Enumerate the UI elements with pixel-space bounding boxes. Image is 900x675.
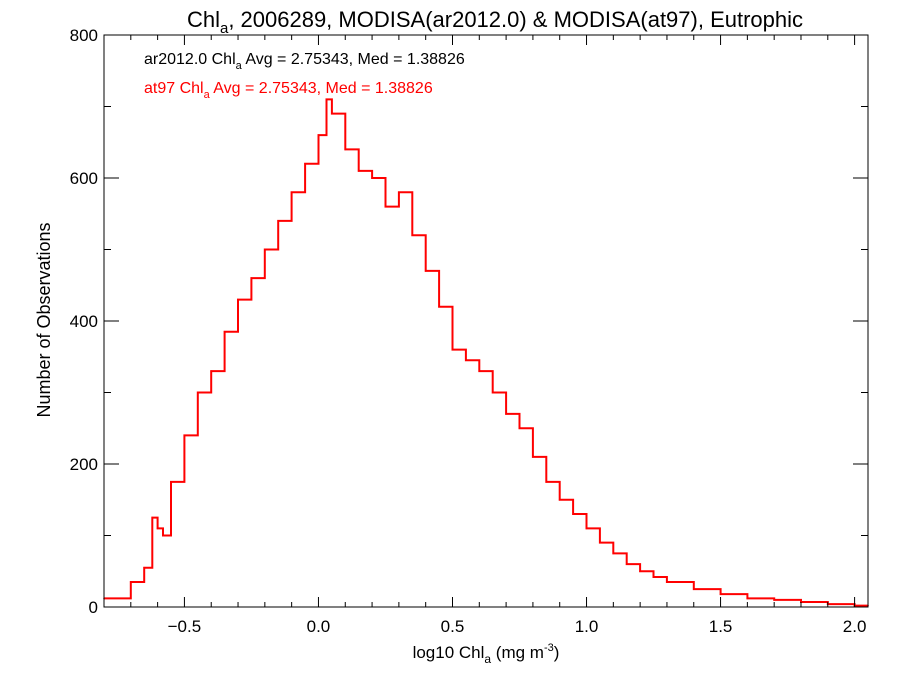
y-tick-label: 0 — [89, 598, 98, 617]
histogram-bin-point — [746, 597, 749, 600]
histogram-bin-point — [250, 277, 253, 279]
histogram-bin-point — [264, 248, 266, 251]
x-tick-label: −0.5 — [168, 617, 202, 636]
x-tick-label: 1.5 — [709, 617, 733, 636]
histogram-bin-point — [451, 348, 454, 351]
histogram-bin-point — [532, 456, 534, 458]
histogram-bin-point — [719, 593, 722, 595]
histogram-bin-point — [465, 359, 467, 362]
x-axis-label: log10 Chla (mg m-3) — [413, 642, 560, 666]
histogram-bin-point — [317, 134, 320, 136]
histogram-bin-point — [693, 588, 695, 590]
histogram-bin-point — [151, 516, 154, 519]
stats-annotation: ar2012.0 Chla Avg = 2.75343, Med = 1.388… — [144, 51, 465, 72]
annotation-group: ar2012.0 Chla Avg = 2.75343, Med = 1.388… — [144, 51, 465, 101]
histogram-bin-point — [197, 391, 199, 394]
histogram-bin-point — [170, 481, 172, 483]
histogram-bin-point — [625, 563, 628, 565]
histogram-bin-point — [357, 170, 360, 172]
x-axis-label-sub: a — [484, 652, 491, 666]
histogram-bin-point — [545, 481, 548, 483]
histogram-bin-point — [518, 427, 521, 430]
histogram-bin-point — [411, 234, 414, 236]
histogram-bin-point — [773, 599, 775, 601]
histogram-bin-point — [325, 98, 328, 101]
histogram-bin-point — [344, 148, 347, 151]
series-layer — [103, 98, 869, 607]
histogram-bin-point — [612, 552, 615, 555]
histogram-bin-point — [290, 191, 293, 194]
y-axis-label: Number of Observations — [34, 222, 54, 417]
stats-annotation: at97 Chla Avg = 2.75343, Med = 1.38826 — [144, 80, 433, 101]
chart-title: Chla, 2006289, MODISA(ar2012.0) & MODISA… — [187, 7, 803, 37]
histogram-bin-point — [666, 581, 668, 583]
histogram-bin-point — [277, 220, 280, 222]
histogram-bin-point — [384, 205, 387, 208]
histogram-bin-point — [491, 391, 494, 394]
chart-title-rest: , 2006289, MODISA(ar2012.0) & MODISA(at9… — [228, 7, 803, 32]
x-tick-label: 2.0 — [843, 617, 867, 636]
histogram-bin-point — [223, 330, 226, 333]
y-tick-label: 400 — [70, 312, 98, 331]
histogram-bin-point — [143, 566, 145, 569]
histogram-bin-point — [183, 434, 186, 437]
histogram-bin-point — [210, 370, 212, 372]
histogram-bin-point — [304, 162, 306, 165]
histogram-bin-point — [371, 177, 373, 179]
histogram-bin-point — [639, 570, 641, 573]
x-tick-label: 1.0 — [575, 617, 599, 636]
histogram-bin-point — [424, 270, 427, 272]
y-tick-label: 200 — [70, 455, 98, 474]
x-tick-label: 0.0 — [307, 617, 331, 636]
histogram-bin-point — [438, 305, 440, 308]
histogram-bin-point — [162, 534, 164, 537]
histogram-bin-point — [156, 527, 159, 530]
plot-frame — [103, 34, 869, 608]
histogram-bin-point — [478, 370, 481, 372]
histogram-bin-point — [130, 581, 132, 583]
histogram-bin-point — [585, 527, 588, 530]
histogram-bin-point — [652, 576, 655, 578]
histogram-bin-point — [599, 541, 601, 544]
histogram-bin-point — [558, 499, 561, 501]
histogram-bin-point — [572, 513, 574, 515]
histogram-bin-point — [331, 112, 333, 115]
histogram-bin-point — [505, 413, 507, 415]
histogram-bin-point — [398, 191, 400, 194]
chart-title-main: Chl — [187, 7, 220, 32]
y-tick-label: 800 — [70, 26, 98, 45]
x-axis-label-sup: -3 — [544, 642, 554, 654]
histogram-bin-point — [237, 298, 239, 301]
x-tick-label: 0.5 — [441, 617, 465, 636]
histogram-series-line — [104, 98, 868, 607]
x-axis-label-post: ) — [554, 643, 560, 662]
y-tick-label: 600 — [70, 169, 98, 188]
x-axis-label-pre: log10 Chl — [413, 643, 485, 662]
x-axis-label-mid: (mg m — [491, 643, 544, 662]
chart-title-sub: a — [220, 20, 229, 37]
axes-layer: −0.5 0.0 0.5 1.0 1.5 2.0 0 200 400 600 800 — [70, 26, 869, 636]
